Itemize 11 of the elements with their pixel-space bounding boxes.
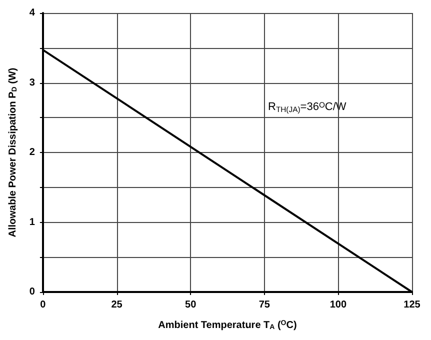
x-tick-label: 25 bbox=[111, 300, 123, 310]
x-tick-label: 125 bbox=[404, 300, 421, 310]
y-tick-label: 4 bbox=[29, 8, 36, 18]
y-tick-label: 1 bbox=[29, 216, 36, 228]
y-tick-label: 3 bbox=[29, 77, 36, 88]
x-tick-label: 100 bbox=[330, 300, 347, 310]
y-tick-label: 0 bbox=[29, 286, 36, 298]
x-tick-label: 50 bbox=[185, 300, 197, 310]
x-tick-label: 75 bbox=[258, 300, 270, 310]
x-tick-label: 0 bbox=[40, 300, 46, 310]
y-tick-label: 2 bbox=[29, 147, 36, 158]
